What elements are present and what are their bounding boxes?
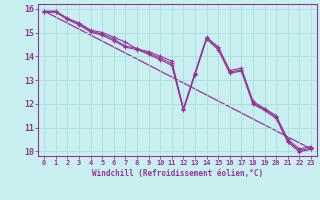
X-axis label: Windchill (Refroidissement éolien,°C): Windchill (Refroidissement éolien,°C) (92, 169, 263, 178)
